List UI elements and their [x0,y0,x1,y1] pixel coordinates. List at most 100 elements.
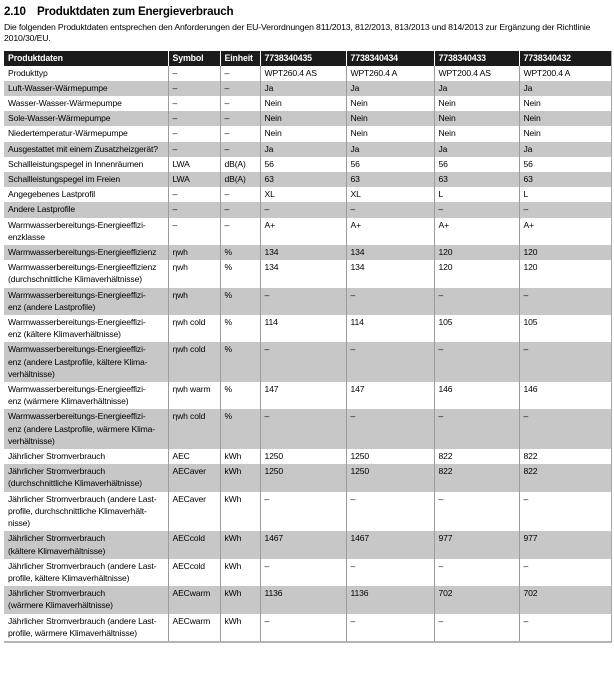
table-row: Wasser-Wasser-Wärmepumpe – – Nein Nein Nein Ne… [4,96,611,112]
value-cell: 1136 [345,586,434,614]
table-row: Jährlicher Stromverbrauch (kältere Klima… [4,531,611,559]
value-cell: 146 [518,382,611,410]
value-cell: – [433,613,519,642]
unit-cell: – [219,141,260,157]
unit-cell: kWh [219,464,260,492]
value-cell: L [433,187,519,203]
row-label-cell: Niedertemperatur-Wärmepumpe [4,126,168,142]
row-label-cell: Sole-Wasser-Wärmepumpe [4,111,168,127]
table-row: Warmwasserbereitungs-Energieeffizi- enz … [4,315,611,343]
row-label-cell: Jährlicher Stromverbrauch [4,449,168,465]
table-row: Jährlicher Stromverbrauch (wärmere Klima… [4,586,611,614]
row-label-cell: Schallleistungspegel in Innenräumen [4,156,168,173]
table-row: Schallleistungspegel im Freien LWA dB(A) 63… [4,172,611,188]
value-cell: – [259,613,346,642]
symbol-cell: AECaver [167,464,220,492]
column-header: 7738340434 [345,50,434,66]
value-cell: Nein [345,111,434,127]
value-cell: – [518,409,611,450]
value-cell: – [345,342,434,383]
row-label-cell: Jährlicher Stromverbrauch (andere Last- … [4,558,168,587]
value-cell: WPT260.4 AS [259,65,346,81]
symbol-cell: ηwh cold [167,342,220,383]
unit-cell: dB(A) [219,156,260,173]
value-cell: 120 [433,260,519,288]
symbol-cell: – [167,202,220,218]
unit-cell: % [219,287,260,316]
value-cell: 56 [345,156,434,173]
page-title: Produktdaten zum Energieverbrauch [37,5,234,18]
row-label-cell: Jährlicher Stromverbrauch (durchschnittl… [4,464,168,492]
value-cell: – [433,287,519,316]
value-cell: – [433,342,519,383]
value-cell: Ja [518,80,611,96]
value-cell: – [259,202,346,218]
row-label-cell: Warmwasserbereitungs-Energieeffizi- enz … [4,342,168,383]
table-row: Ausgestattet mit einem Zusatzheizgerät? –… [4,141,611,157]
value-cell: Nein [345,96,434,112]
symbol-cell: – [167,80,220,96]
value-cell: Nein [259,96,346,112]
row-label-cell: Jährlicher Stromverbrauch (andere Last- … [4,613,168,642]
column-header: 7738340432 [518,50,611,66]
unit-cell: – [219,187,260,203]
value-cell: Ja [433,141,519,157]
row-label-cell: Warmwasserbereitungs-Energieeffizienz [4,245,168,261]
value-cell: 114 [345,315,434,343]
value-cell: 120 [518,245,611,261]
value-cell: 822 [518,449,611,465]
value-cell: – [259,409,346,450]
value-cell: 1250 [259,464,346,492]
row-label-cell: Schallleistungspegel im Freien [4,172,168,188]
symbol-cell: AECwarm [167,613,220,642]
unit-cell: dB(A) [219,172,260,188]
value-cell: Nein [518,96,611,112]
symbol-cell: AECaver [167,491,220,532]
unit-cell: % [219,342,260,383]
table-row: Warmwasserbereitungs-Energieeffizi- enz … [4,409,611,450]
value-cell: 1250 [345,464,434,492]
value-cell: 1467 [259,531,346,559]
row-label-cell: Produkttyp [4,65,168,81]
value-cell: A+ [433,217,519,246]
value-cell: WPT200.4 AS [433,65,519,81]
value-cell: 977 [433,531,519,559]
row-label-cell: Warmwasserbereitungs-Energieeffizi- enz … [4,382,168,410]
symbol-cell: AECcold [167,531,220,559]
value-cell: – [433,491,519,532]
unit-cell: – [219,126,260,142]
value-cell: – [518,558,611,587]
value-cell: WPT200.4 A [518,65,611,81]
column-header: 7738340433 [433,50,519,66]
row-label-cell: Warmwasserbereitungs-Energieeffizi- enz … [4,315,168,343]
unit-cell: – [219,217,260,246]
row-label-cell: Jährlicher Stromverbrauch (wärmere Klima… [4,586,168,614]
value-cell: A+ [518,217,611,246]
table-row: Jährlicher Stromverbrauch (durchschnittl… [4,464,611,492]
unit-cell: – [219,80,260,96]
value-cell: Ja [345,141,434,157]
row-label-cell: Wasser-Wasser-Wärmepumpe [4,96,168,112]
column-header: Einheit [219,50,260,66]
table-row: Luft-Wasser-Wärmepumpe – – Ja Ja Ja Ja [4,80,611,96]
value-cell: 702 [518,586,611,614]
symbol-cell: ηwh warm [167,382,220,410]
value-cell: 1250 [345,449,434,465]
value-cell: – [259,491,346,532]
symbol-cell: ηwh cold [167,315,220,343]
section-number: 2.10 [4,5,26,18]
table-row: Jährlicher Stromverbrauch (andere Last- … [4,491,611,532]
value-cell: 1467 [345,531,434,559]
value-cell: 56 [259,156,346,173]
table-header-row: Produktdaten Symbol Einheit 7738340435 77383… [4,50,611,66]
value-cell: 134 [259,245,346,261]
value-cell: – [433,409,519,450]
table-row: Angegebenes Lastprofil – – XL XL L L [4,187,611,203]
value-cell: – [259,287,346,316]
value-cell: – [345,558,434,587]
table-row: Produkttyp – – WPT260.4 AS WPT260.4 A WPT200.… [4,65,611,81]
table-row: Warmwasserbereitungs-Energieeffizi- enz … [4,382,611,410]
symbol-cell: – [167,65,220,81]
value-cell: XL [259,187,346,203]
table-row: Warmwasserbereitungs-Energieeffizi- enz … [4,287,611,316]
